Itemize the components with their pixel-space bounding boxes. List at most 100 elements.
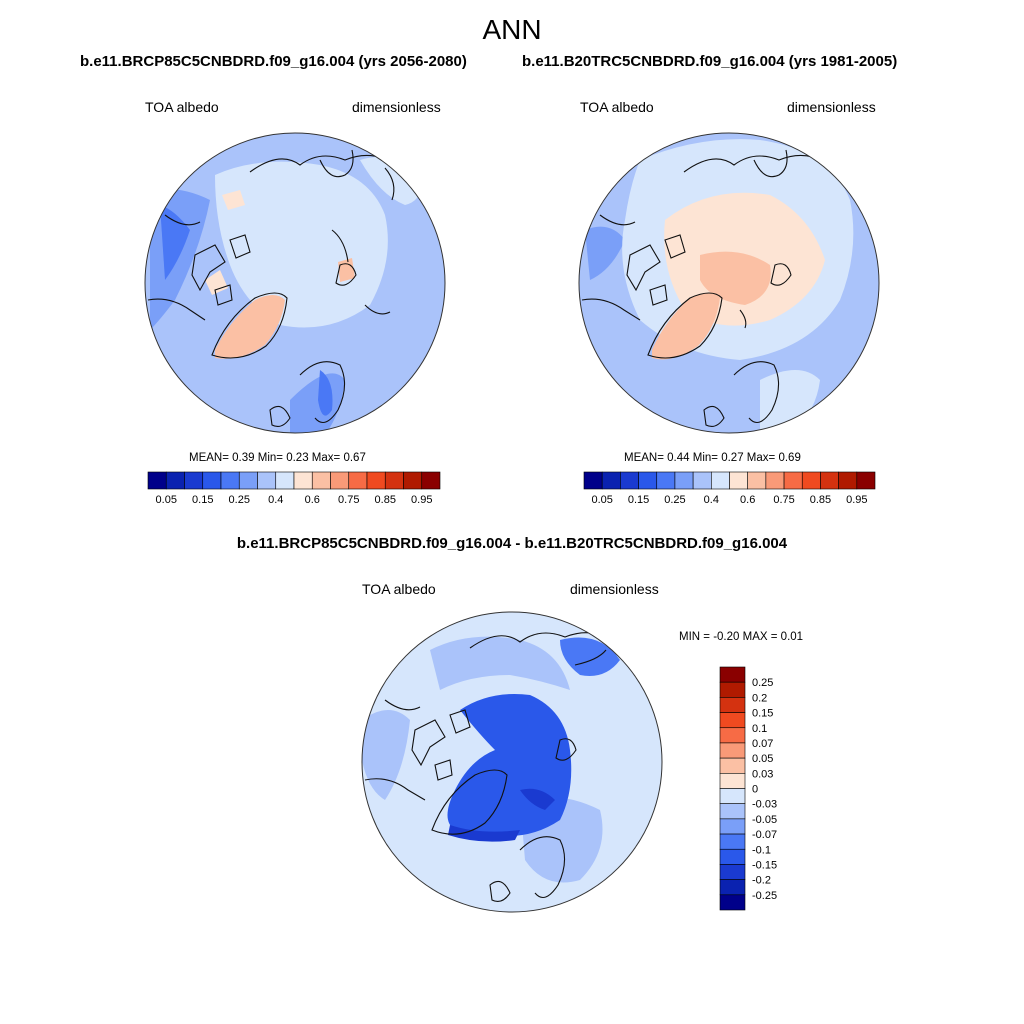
case-colorbar-swatch <box>348 471 368 490</box>
control-colorbar-swatch <box>820 471 839 490</box>
control-colorbar-swatch <box>656 471 676 490</box>
case-colorbar-swatch <box>366 471 386 490</box>
control-colorbar-swatch <box>783 471 803 490</box>
case-mean-label: MEAN= <box>189 452 229 464</box>
difference-colorbar-swatch <box>719 712 746 729</box>
case-colorbar-swatch <box>184 471 204 490</box>
control-colorbar-tick-label: 0.6 <box>740 494 755 506</box>
control-colorbar-swatch <box>838 471 858 490</box>
difference-variable-label: TOA albedo <box>362 581 436 597</box>
difference-max-label: MAX = <box>742 631 778 643</box>
difference-colorbar-tick-label: -0.2 <box>752 875 771 887</box>
difference-colorbar-tick-label: -0.05 <box>752 814 777 826</box>
case-units-label: dimensionless <box>352 99 441 115</box>
difference-colorbar-tick-label: 0.03 <box>752 768 773 780</box>
case-colorbar-swatch <box>293 471 313 490</box>
case-colorbar-swatch <box>421 471 441 490</box>
difference-colorbar-tick-label: 0.1 <box>752 723 767 735</box>
control-colorbar-tick-label: 0.05 <box>591 494 612 506</box>
case-colorbar-tick-label: 0.15 <box>192 494 213 506</box>
control-colorbar-swatch <box>801 471 821 490</box>
difference-colorbar-swatch <box>719 833 746 850</box>
case-colorbar-tick-label: 0.6 <box>305 494 320 506</box>
difference-colorbar-swatch <box>719 757 746 774</box>
control-colorbar-swatch <box>638 471 658 490</box>
case-colorbar-swatch <box>202 471 222 490</box>
difference-colorbar-tick-label: -0.25 <box>752 890 777 902</box>
case-colorbar-swatch <box>238 471 258 490</box>
difference-colorbar-swatch <box>719 818 746 835</box>
control-stats: MEAN= 0.44 Min= 0.27 Max= 0.69 <box>624 452 801 464</box>
control-colorbar-swatch <box>729 471 748 490</box>
case-colorbar: 0.05 0.15 0.25 0.4 0.6 0.75 0.85 0.95 <box>147 471 441 506</box>
difference-min-value: -0.20 <box>713 631 740 643</box>
difference-min-label: MIN = <box>679 631 710 643</box>
difference-colorbar-swatch <box>719 697 746 713</box>
control-colorbar-tick-label: 0.75 <box>773 494 794 506</box>
control-units-label: dimensionless <box>787 99 876 115</box>
control-map-border <box>578 132 880 434</box>
difference-colorbar-swatch <box>719 666 746 683</box>
case-variable-label: TOA albedo <box>145 99 219 115</box>
case-panel-title: b.e11.BRCP85C5CNBDRD.f09_g16.004 (yrs 20… <box>80 53 467 70</box>
case-colorbar-tick-label: 0.4 <box>268 494 283 506</box>
case-colorbar-tick-label: 0.05 <box>156 494 177 506</box>
case-colorbar-swatch <box>257 471 277 490</box>
control-max-label: Max= <box>746 452 776 464</box>
control-colorbar-tick-label: 0.15 <box>628 494 649 506</box>
control-colorbar-tick-label: 0.4 <box>704 494 719 506</box>
control-colorbar-swatch <box>674 471 694 490</box>
case-min-label: Min= <box>257 452 283 464</box>
difference-max-value: 0.01 <box>780 631 804 643</box>
control-min-label: Min= <box>692 452 718 464</box>
difference-colorbar-tick-label: -0.03 <box>752 799 777 811</box>
control-colorbar-tick-label: 0.25 <box>664 494 685 506</box>
case-colorbar-tick-label: 0.95 <box>411 494 432 506</box>
difference-polar-map <box>362 612 662 912</box>
case-stats: MEAN= 0.39 Min= 0.23 Max= 0.67 <box>189 452 366 464</box>
difference-units-label: dimensionless <box>570 581 659 597</box>
difference-minmax: MIN = -0.20 MAX = 0.01 <box>679 631 803 643</box>
case-colorbar-swatch <box>403 471 423 490</box>
difference-colorbar-swatch <box>719 803 746 820</box>
case-max-label: Max= <box>311 452 341 464</box>
case-colorbar-swatch <box>311 471 331 490</box>
control-colorbar-swatch <box>765 471 785 490</box>
case-colorbar-swatch <box>220 471 240 490</box>
control-mean-label: MEAN= <box>624 452 664 464</box>
difference-colorbar-swatch <box>719 864 746 880</box>
figure-title: ANN <box>482 14 542 45</box>
control-colorbar-swatch <box>856 471 876 490</box>
control-colorbar-tick-label: 0.95 <box>846 494 867 506</box>
difference-colorbar-swatch <box>719 848 746 865</box>
difference-colorbar-tick-label: 0.15 <box>752 708 773 720</box>
case-colorbar-swatch <box>275 471 295 490</box>
difference-colorbar-tick-label: -0.1 <box>752 844 771 856</box>
difference-colorbar: 0.25 0.2 0.15 0.1 0.07 0.05 0.03 0 -0.03 -0.05 -0.… <box>719 666 777 911</box>
case-polar-map <box>145 133 445 433</box>
case-max-value: 0.67 <box>343 452 366 464</box>
difference-colorbar-swatch <box>719 742 746 759</box>
control-colorbar-swatch <box>711 471 730 490</box>
control-panel-title: b.e11.B20TRC5CNBDRD.f09_g16.004 (yrs 198… <box>522 53 898 70</box>
difference-colorbar-swatch <box>719 894 746 911</box>
control-mean-value: 0.44 <box>667 452 690 464</box>
difference-colorbar-swatch <box>719 788 746 804</box>
case-mean-value: 0.39 <box>232 452 255 464</box>
difference-colorbar-tick-label: -0.15 <box>752 859 777 871</box>
case-colorbar-swatch <box>330 471 350 490</box>
control-colorbar-swatch <box>601 471 621 490</box>
case-colorbar-swatch <box>147 471 167 490</box>
difference-colorbar-tick-label: 0.2 <box>752 692 767 704</box>
case-colorbar-tick-label: 0.85 <box>375 494 396 506</box>
difference-panel-title: b.e11.BRCP85C5CNBDRD.f09_g16.004 - b.e11… <box>236 535 788 552</box>
case-colorbar-tick-label: 0.75 <box>338 494 359 506</box>
control-colorbar-swatch <box>692 471 712 490</box>
difference-colorbar-swatch <box>719 773 746 789</box>
difference-colorbar-tick-label: -0.07 <box>752 829 777 841</box>
difference-colorbar-swatch <box>719 879 746 896</box>
case-colorbar-swatch <box>165 471 185 490</box>
control-variable-label: TOA albedo <box>580 99 654 115</box>
control-colorbar: 0.05 0.15 0.25 0.4 0.6 0.75 0.85 0.95 <box>583 471 876 506</box>
